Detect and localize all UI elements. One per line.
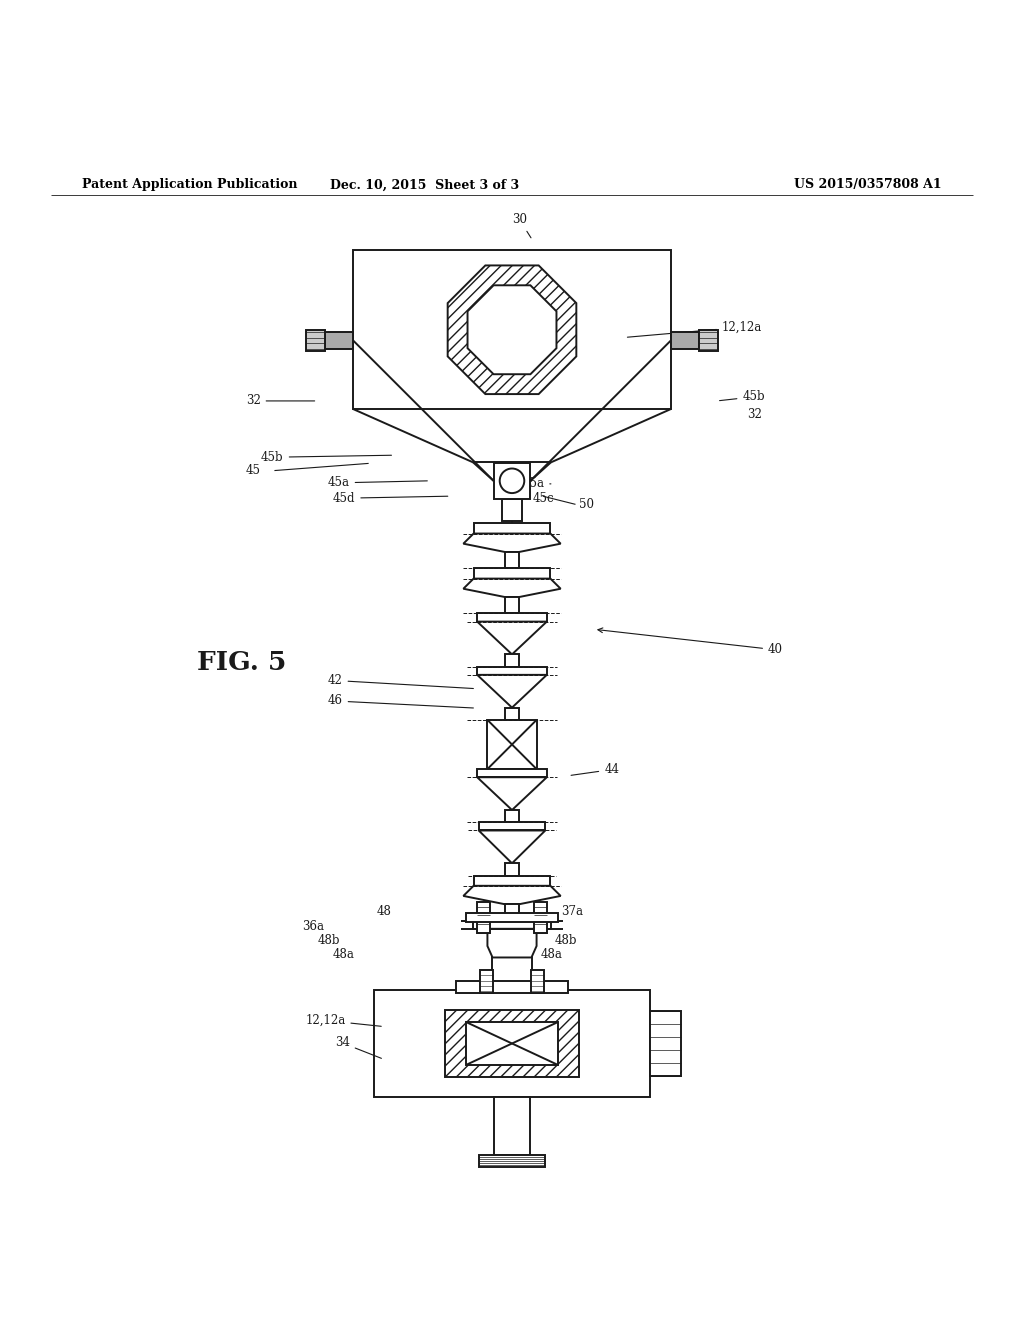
Text: 36a: 36a	[302, 920, 324, 933]
Text: 12,12a: 12,12a	[305, 1014, 381, 1027]
Bar	[506, 863, 518, 875]
Text: 40: 40	[598, 628, 783, 656]
Text: 46: 46	[328, 694, 473, 708]
Bar	[477, 667, 547, 675]
Text: FIG. 5: FIG. 5	[197, 649, 286, 675]
Polygon shape	[477, 675, 547, 708]
Text: 30: 30	[512, 213, 531, 238]
Bar	[466, 1022, 558, 1065]
Text: US 2015/0357808 A1: US 2015/0357808 A1	[795, 178, 942, 191]
Bar	[492, 931, 532, 990]
Circle shape	[500, 469, 524, 494]
Bar	[502, 499, 522, 521]
Bar	[473, 569, 551, 578]
Bar	[374, 990, 650, 1097]
Text: 48a: 48a	[541, 948, 562, 961]
Bar	[473, 875, 551, 886]
Bar	[505, 904, 519, 920]
Polygon shape	[487, 929, 537, 957]
Bar	[353, 251, 671, 409]
Text: 12,12a: 12,12a	[628, 321, 762, 337]
Bar	[506, 708, 518, 719]
Text: 48: 48	[377, 906, 392, 919]
Text: 37a: 37a	[561, 906, 583, 919]
Bar	[506, 810, 518, 822]
Polygon shape	[477, 622, 547, 655]
Text: 48b: 48b	[317, 935, 340, 946]
Text: 48b: 48b	[555, 935, 578, 946]
Bar	[650, 1011, 681, 1076]
Text: 45a: 45a	[522, 478, 551, 490]
Polygon shape	[463, 886, 561, 904]
Bar	[473, 523, 551, 533]
Polygon shape	[477, 777, 547, 810]
Bar	[479, 822, 545, 830]
Bar	[531, 970, 544, 993]
Bar	[506, 655, 518, 667]
Text: 50: 50	[579, 498, 594, 511]
Text: 32: 32	[246, 395, 314, 408]
Bar	[473, 920, 551, 929]
Bar	[535, 902, 548, 933]
Bar	[480, 970, 493, 993]
Polygon shape	[463, 533, 561, 552]
Bar	[325, 333, 353, 348]
Bar	[494, 463, 530, 499]
Bar	[477, 614, 547, 622]
Polygon shape	[468, 285, 556, 375]
Text: 42: 42	[328, 675, 473, 689]
Text: 45d: 45d	[333, 492, 447, 504]
Bar	[479, 1155, 545, 1167]
Polygon shape	[463, 578, 561, 597]
Bar	[699, 330, 718, 351]
Text: 48a: 48a	[333, 948, 354, 961]
Bar	[466, 913, 558, 921]
Text: 45c: 45c	[520, 492, 554, 504]
Text: 32: 32	[748, 408, 763, 421]
Bar	[477, 770, 547, 777]
Text: 34: 34	[335, 1036, 381, 1059]
Text: 45: 45	[246, 465, 261, 477]
Text: Patent Application Publication: Patent Application Publication	[82, 178, 297, 191]
Text: 45b: 45b	[261, 450, 391, 463]
Bar	[494, 1097, 530, 1155]
Bar	[487, 719, 537, 770]
Text: Dec. 10, 2015  Sheet 3 of 3: Dec. 10, 2015 Sheet 3 of 3	[331, 178, 519, 191]
Text: 45a: 45a	[328, 477, 427, 490]
Bar	[505, 552, 519, 569]
Bar	[505, 597, 519, 614]
Text: 44: 44	[571, 763, 620, 776]
Bar	[445, 1010, 579, 1077]
Bar	[456, 981, 568, 993]
Text: 45b: 45b	[720, 391, 765, 404]
Bar	[306, 330, 325, 351]
Polygon shape	[479, 830, 545, 863]
Bar	[671, 333, 699, 348]
Polygon shape	[447, 265, 577, 395]
Bar	[476, 902, 489, 933]
